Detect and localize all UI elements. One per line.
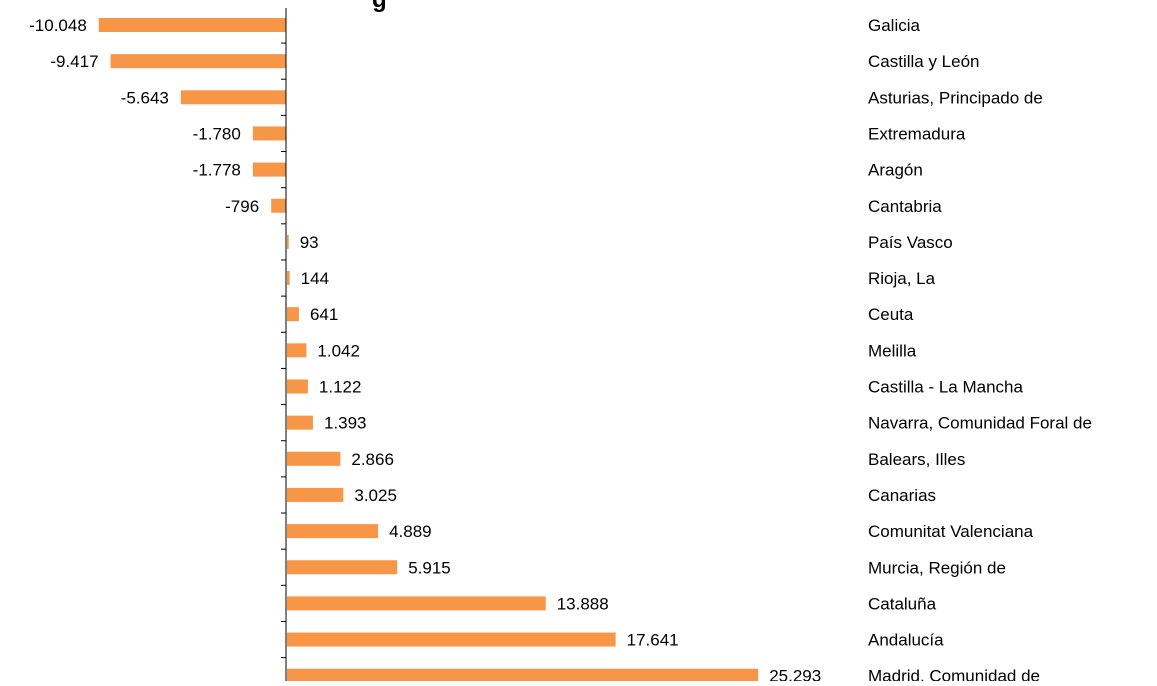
category-label: Balears, Illes <box>868 450 965 469</box>
bar-balears-illes <box>287 451 341 466</box>
value-label: 93 <box>300 233 319 252</box>
bar-galicia <box>98 18 286 32</box>
category-label: País Vasco <box>868 233 953 252</box>
bar-catalu-a <box>287 596 546 611</box>
bar-pa-s-vasco <box>287 234 289 249</box>
chart-title-partial: g <box>372 0 387 14</box>
value-label: -796 <box>225 197 259 216</box>
category-label: Cantabria <box>868 197 942 216</box>
category-label: Galicia <box>868 16 921 35</box>
bar-navarra-comunidad-foral-de <box>287 415 313 430</box>
value-label: 17.641 <box>627 631 679 650</box>
bar-asturias-principado-de <box>180 90 286 105</box>
value-label: 1.122 <box>319 378 362 397</box>
bar-extremadura <box>252 126 286 141</box>
value-label: 13.888 <box>557 594 609 613</box>
category-label: Ceuta <box>868 305 914 324</box>
value-label: 1.042 <box>317 341 360 360</box>
value-label: 641 <box>310 305 338 324</box>
value-label: 1.393 <box>324 414 367 433</box>
bar-andaluc-a <box>287 632 616 647</box>
category-label: Cataluña <box>868 594 937 613</box>
value-label: 2.866 <box>351 450 394 469</box>
category-label: Asturias, Principado de <box>868 88 1043 107</box>
category-label: Extremadura <box>868 124 966 143</box>
value-label: 25.293 <box>769 667 821 681</box>
category-label: Andalucía <box>868 631 944 650</box>
bar-cantabria <box>271 198 286 213</box>
axis-layer <box>281 8 287 681</box>
bar-ceuta <box>287 307 299 322</box>
value-label: -10.048 <box>29 16 87 35</box>
value-label: 144 <box>301 269 329 288</box>
bar-castilla-y-le-n <box>110 54 286 69</box>
bar-madrid-comunidad-de <box>287 668 759 683</box>
category-label: Castilla - La Mancha <box>868 378 1024 397</box>
category-label: Aragón <box>868 161 923 180</box>
value-label: 5.915 <box>408 558 451 577</box>
category-label: Navarra, Comunidad Foral de <box>868 414 1092 433</box>
value-label: -9.417 <box>50 52 98 71</box>
bar-rioja-la <box>287 271 290 286</box>
category-label: Madrid, Comunidad de <box>868 667 1040 681</box>
category-label: Canarias <box>868 486 936 505</box>
value-label: 4.889 <box>389 522 432 541</box>
category-label: Rioja, La <box>868 269 936 288</box>
category-label: Castilla y León <box>868 52 980 71</box>
bar-melilla <box>287 343 307 358</box>
bar-comunitat-valenciana <box>287 524 379 539</box>
value-label: -1.778 <box>193 161 241 180</box>
bar-castilla-la-mancha <box>287 379 308 394</box>
category-label: Melilla <box>868 341 917 360</box>
value-label: -5.643 <box>121 88 169 107</box>
bar-arag-n <box>252 162 286 177</box>
bars-layer <box>98 18 759 683</box>
category-label: Murcia, Región de <box>868 558 1006 577</box>
bar-canarias <box>287 487 344 502</box>
bar-murcia-regi-n-de <box>287 560 398 575</box>
value-label: 3.025 <box>354 486 397 505</box>
category-label: Comunitat Valenciana <box>868 522 1034 541</box>
value-label: -1.780 <box>193 124 241 143</box>
labels-layer: -10.048 Galicia -9.417 Castilla y León -5.64… <box>29 16 1092 686</box>
